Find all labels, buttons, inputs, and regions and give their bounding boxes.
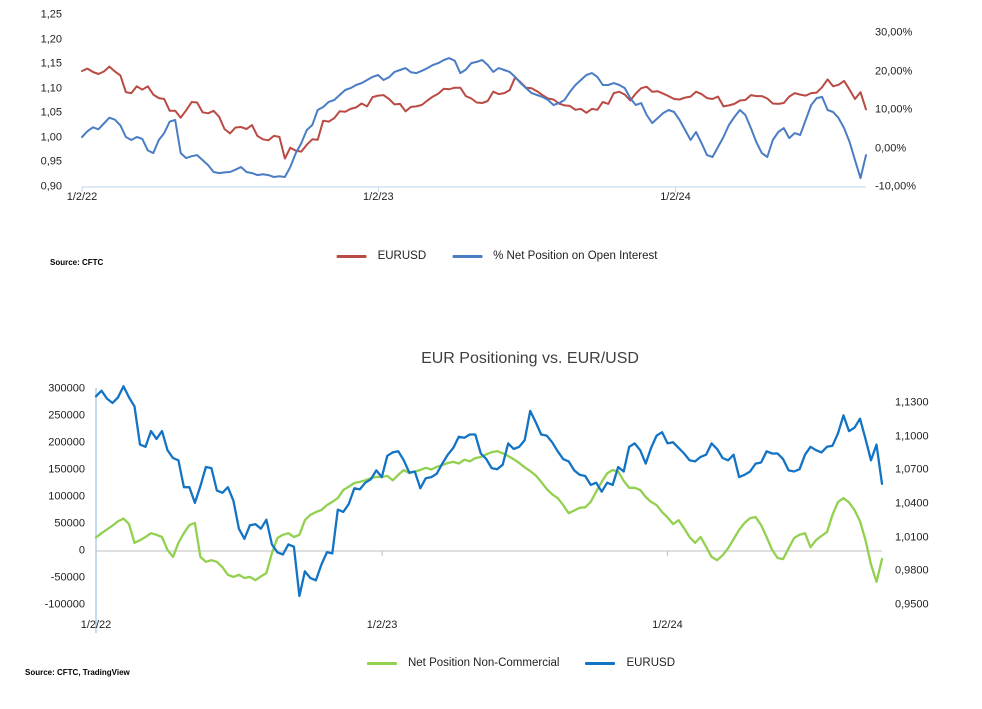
y-axis-tick-label: -100000	[44, 598, 85, 611]
y-axis-tick-label: 200000	[48, 436, 85, 449]
y-axis-tick-label: 1,1000	[895, 430, 929, 443]
x-axis-label: 1/2/23	[366, 619, 398, 631]
y-axis-tick-label: 20,00%	[875, 65, 913, 78]
x-axis-label: 1/2/22	[66, 191, 98, 203]
y-axis-tick-label: 100000	[48, 490, 85, 503]
legend-item-eurusd: EURUSD	[336, 250, 427, 262]
legend-label: % Net Position on Open Interest	[493, 250, 658, 262]
y-axis-tick-label: 0,9500	[895, 598, 929, 611]
y-axis-tick-label: 0,90	[40, 180, 62, 193]
y-axis-tick-label: 10,00%	[875, 103, 913, 116]
legend-line-swatch-icon	[452, 254, 483, 258]
y-axis-tick-label: 1,1300	[895, 396, 929, 409]
y-axis-tick-label: 1,0400	[895, 497, 929, 510]
y-axis-tick-label: 0,95	[40, 155, 62, 168]
source-note-bottom: Source: CFTC, TradingView	[25, 668, 130, 677]
legend-line-swatch-icon	[366, 661, 397, 665]
series-line--net-position-on-open-interest	[81, 57, 867, 180]
y-axis-tick-label: 1,20	[40, 33, 62, 46]
y-axis-tick-label: 1,25	[40, 8, 62, 21]
legend-item-net-position-pct: % Net Position on Open Interest	[452, 250, 657, 262]
legend-item-eurusd-bottom: EURUSD	[585, 657, 675, 669]
source-note-top: Source: CFTC	[50, 258, 104, 267]
legend-item-net-position: Net Position Non-Commercial	[366, 657, 560, 669]
y-axis-tick-label: 1,0700	[895, 463, 929, 476]
x-axis-label: 1/2/22	[80, 619, 112, 631]
x-axis-label: 1/2/23	[363, 191, 394, 203]
x-axis-label: 1/2/24	[652, 619, 683, 631]
legend-label: EURUSD	[626, 657, 676, 669]
y-axis-tick-label: 300000	[48, 382, 85, 395]
series-line-eurusd	[94, 385, 884, 598]
y-axis-tick-label: 30,00%	[875, 26, 913, 39]
legend-line-swatch-icon	[585, 661, 616, 665]
y-axis-tick-label: -50000	[50, 571, 85, 584]
series-line-net-position-non-commercial	[94, 449, 884, 583]
y-axis-tick-label: 1,05	[40, 106, 62, 119]
y-axis-tick-label: 0	[78, 544, 85, 557]
y-axis-tick-label: 1,15	[40, 57, 62, 70]
y-axis-tick-label: -10,00%	[875, 180, 916, 193]
legend-line-swatch-icon	[336, 254, 367, 258]
y-axis-tick-label: 1,10	[40, 82, 62, 95]
series-line-eurusd	[81, 65, 867, 160]
y-axis-tick-label: 0,9800	[895, 564, 929, 577]
y-axis-tick-label: 150000	[48, 463, 85, 476]
y-axis-tick-label: 1,00	[40, 131, 62, 144]
bottom-chart-title: EUR Positioning vs. EUR/USD	[421, 350, 639, 367]
legend-top: EURUSD % Net Position on Open Interest	[336, 250, 657, 262]
x-axis-label: 1/2/24	[660, 191, 691, 203]
legend-bottom: Net Position Non-Commercial EURUSD	[366, 657, 675, 669]
legend-label: EURUSD	[377, 250, 427, 262]
y-axis-tick-label: 0,00%	[875, 142, 907, 154]
legend-label: Net Position Non-Commercial	[407, 657, 560, 669]
y-axis-tick-label: 1,0100	[895, 531, 929, 544]
y-axis-tick-label: 250000	[48, 409, 85, 422]
y-axis-tick-label: 50000	[54, 517, 85, 530]
